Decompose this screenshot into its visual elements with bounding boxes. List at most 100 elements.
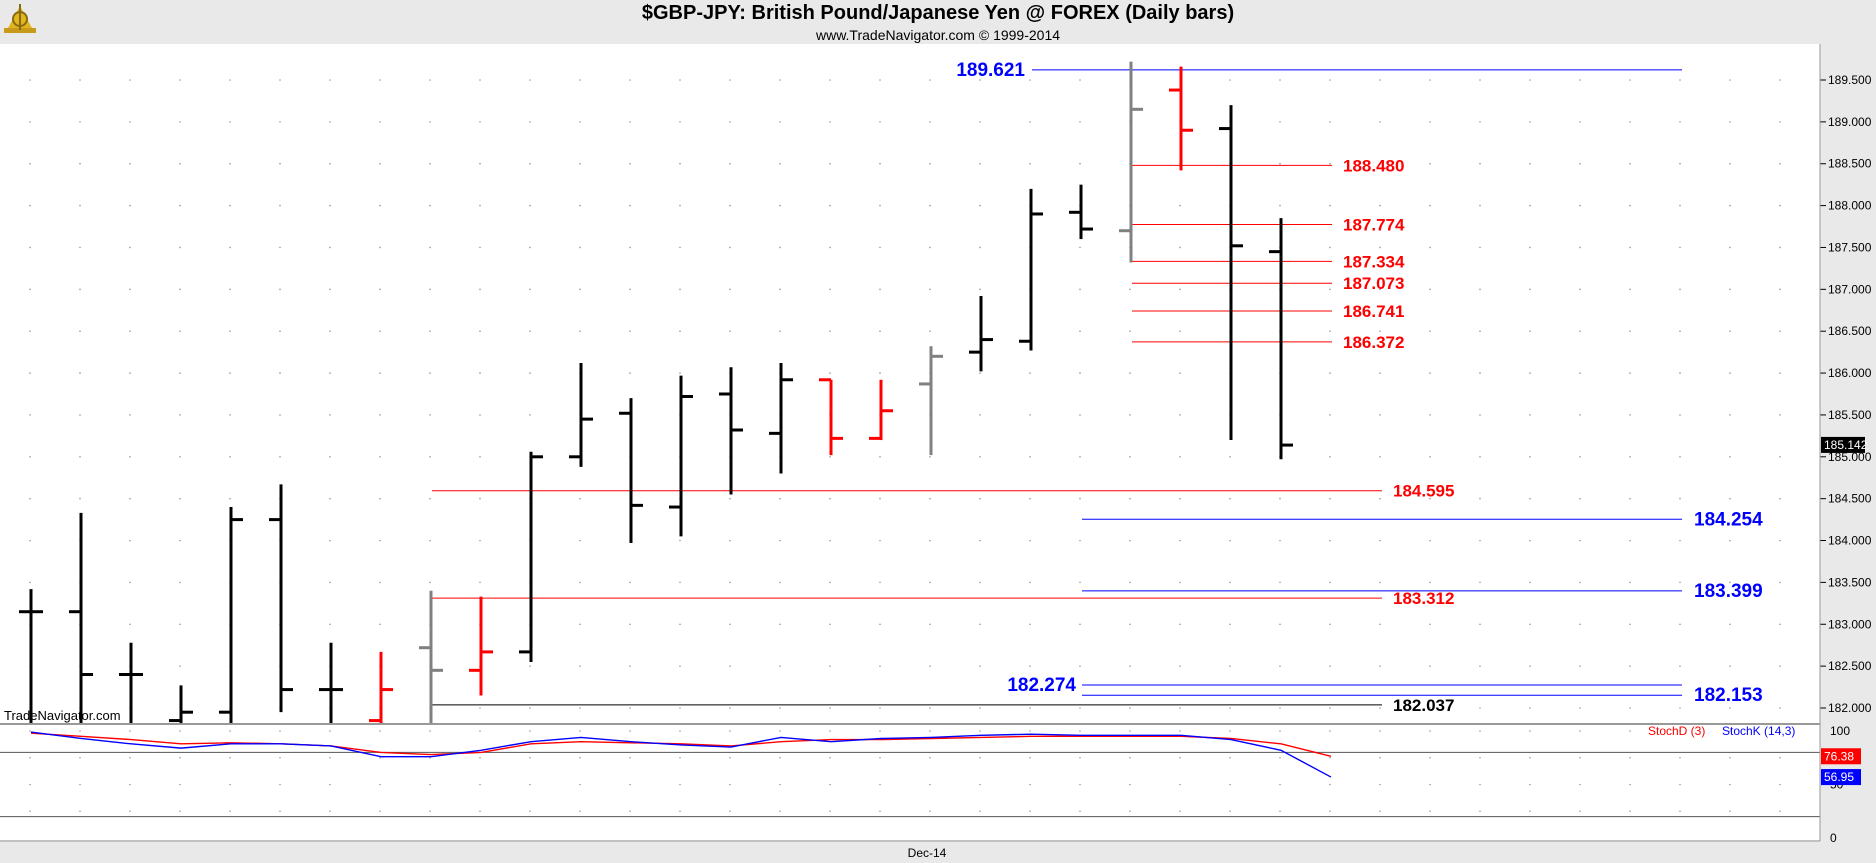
grid-dot <box>1229 730 1231 732</box>
grid-dot <box>1779 246 1781 249</box>
grid-dot <box>679 756 681 759</box>
grid-dot <box>1579 756 1581 759</box>
grid-dot <box>1629 121 1631 123</box>
grid-dot <box>1529 330 1531 333</box>
grid-dot <box>979 246 981 249</box>
grid-dot <box>1479 204 1481 207</box>
grid-dot <box>529 372 531 374</box>
grid-dot <box>1329 121 1331 123</box>
grid-dot <box>1779 288 1781 291</box>
chart-title: $GBP-JPY: British Pound/Japanese Yen @ F… <box>641 2 1235 24</box>
grid-dot <box>429 288 431 291</box>
grid-dot <box>1529 707 1531 709</box>
grid-dot <box>1779 121 1781 123</box>
grid-dot <box>1379 810 1381 813</box>
grid-dot <box>1179 414 1181 416</box>
grid-dot <box>179 204 181 207</box>
grid-dot <box>329 810 331 813</box>
ohlc-bar <box>1119 61 1143 263</box>
grid-dot <box>579 623 581 626</box>
grid-dot <box>629 623 631 626</box>
grid-dot <box>679 707 681 709</box>
grid-dot <box>29 162 31 165</box>
grid-dot <box>479 372 481 374</box>
grid-dot <box>779 581 781 584</box>
grid-dot <box>779 330 781 333</box>
grid-dot <box>529 810 531 813</box>
grid-dot <box>979 783 981 786</box>
ohlc-bar <box>519 451 543 662</box>
grid-dot <box>779 623 781 626</box>
ohlc-bar <box>619 398 643 544</box>
grid-dot <box>1179 539 1181 542</box>
grid-dot <box>1229 810 1231 813</box>
grid-dot <box>1529 414 1531 416</box>
grid-dot <box>729 623 731 626</box>
grid-dot <box>579 581 581 584</box>
grid-dot <box>1579 539 1581 542</box>
grid-dot <box>1129 497 1131 500</box>
grid-dot <box>1479 665 1481 667</box>
stoch-line <box>30 732 1332 757</box>
grid-dot <box>679 79 681 81</box>
grid-dot <box>79 497 81 500</box>
grid-dot <box>379 810 381 813</box>
y-tick-label: 184.500 <box>1828 492 1872 506</box>
grid-dot <box>379 756 381 759</box>
y-tick-label: 187.000 <box>1828 282 1872 296</box>
grid-dot <box>1629 414 1631 416</box>
grid-dot <box>779 204 781 207</box>
grid-dot <box>729 330 731 333</box>
grid-dot <box>929 539 931 542</box>
grid-dot <box>79 414 81 416</box>
grid-dot <box>1579 204 1581 207</box>
ohlc-bar <box>319 642 343 725</box>
level-label: 184.595 <box>1393 482 1454 501</box>
grid-dot <box>1179 581 1181 584</box>
grid-dot <box>1329 810 1331 813</box>
grid-dot <box>1479 707 1481 709</box>
grid-dot <box>279 730 281 732</box>
ohlc-bar <box>869 379 893 441</box>
grid-dot <box>679 288 681 291</box>
grid-dot <box>1679 246 1681 249</box>
stoch-legend: StochK (14,3) <box>1722 724 1795 738</box>
grid-dot <box>29 246 31 249</box>
grid-dot <box>279 414 281 416</box>
grid-dot <box>379 330 381 333</box>
grid-dot <box>1429 756 1431 759</box>
grid-dot <box>1429 162 1431 165</box>
grid-dot <box>1129 623 1131 626</box>
grid-dot <box>879 372 881 374</box>
grid-dot <box>229 246 231 249</box>
grid-dot <box>429 497 431 500</box>
grid-dot <box>229 783 231 786</box>
grid-dot <box>1379 497 1381 500</box>
level-label: 183.312 <box>1393 589 1454 608</box>
ohlc-bar <box>969 296 993 372</box>
grid-dot <box>1779 730 1781 732</box>
grid-dot <box>679 810 681 813</box>
grid-dot <box>1779 456 1781 458</box>
grid-dot <box>429 539 431 542</box>
grid-dot <box>629 372 631 374</box>
grid-dot <box>729 204 731 207</box>
grid-dot <box>929 204 931 207</box>
grid-dot <box>1679 756 1681 759</box>
grid-dot <box>879 707 881 709</box>
grid-dot <box>929 665 931 667</box>
grid-dot <box>529 288 531 291</box>
grid-dot <box>1379 79 1381 81</box>
grid-dot <box>729 581 731 584</box>
tradenavigator-logo-icon <box>2 2 38 41</box>
grid-dot <box>379 497 381 500</box>
grid-dot <box>229 288 231 291</box>
stoch-tick-label: 100 <box>1830 724 1850 738</box>
grid-dot <box>1529 539 1531 542</box>
grid-dot <box>1529 623 1531 626</box>
grid-dot <box>1479 497 1481 500</box>
grid-dot <box>829 810 831 813</box>
grid-dot <box>1629 456 1631 458</box>
grid-dot <box>1379 414 1381 416</box>
grid-dot <box>1029 372 1031 374</box>
